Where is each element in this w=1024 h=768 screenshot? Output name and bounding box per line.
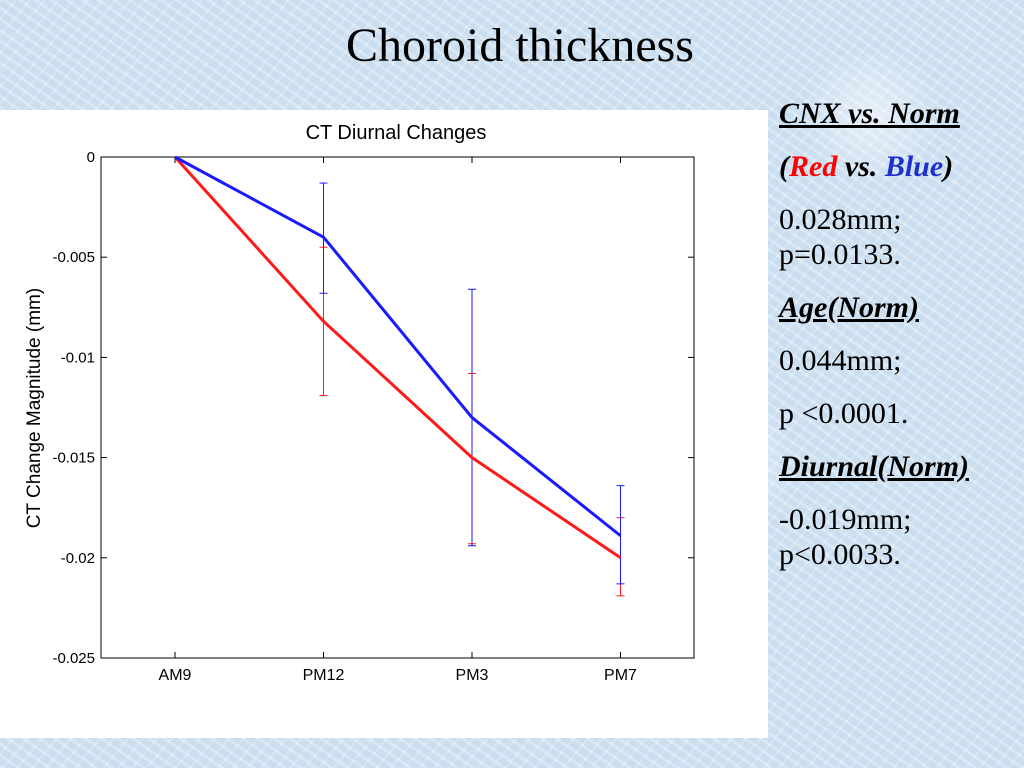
slide-title: Choroid thickness [346, 19, 694, 72]
x-tick-label: PM12 [303, 667, 345, 684]
legend-blue: Blue [884, 150, 944, 183]
diurnal-heading-rest: (Norm) [877, 450, 970, 483]
cnx-p-value: p=0.0133. [779, 238, 901, 271]
ct-diurnal-chart: CT Diurnal Changes CT Change Magnitude (… [24, 122, 695, 684]
diurnal-norm-heading: Diurnal(Norm) [779, 449, 1024, 484]
age-value: 0.044mm; [779, 344, 902, 377]
chart-panel: CT Diurnal Changes CT Change Magnitude (… [0, 110, 768, 738]
x-tick-label: PM7 [604, 667, 637, 684]
series-line-blue [174, 155, 622, 537]
series-line-red [173, 155, 622, 560]
y-tick-label: -0.015 [52, 450, 95, 467]
y-axis-label: CT Change Magnitude (mm) [24, 288, 45, 528]
age-p-value: p <0.0001. [779, 397, 909, 430]
y-tick-label: -0.02 [61, 550, 95, 567]
legend-red: Red [789, 150, 838, 183]
diurnal-heading-italic: Diurnal [779, 450, 878, 483]
x-tick-label: AM9 [159, 667, 192, 684]
x-tick-label: PM3 [456, 667, 489, 684]
diurnal-value: -0.019mm; [779, 503, 912, 536]
y-tick-label: -0.005 [52, 249, 95, 266]
y-tick-label: -0.025 [52, 650, 95, 667]
legend-open-paren: ( [779, 150, 789, 183]
y-tick-label: 0 [87, 149, 95, 166]
age-norm-heading: Age(Norm) [779, 291, 919, 324]
cnx-value: 0.028mm; [779, 203, 902, 236]
y-tick-label: -0.01 [61, 349, 95, 366]
cnx-vs-norm-heading: CNX vs. Norm [779, 97, 960, 130]
legend-close-paren: ) [943, 150, 954, 183]
series-color-legend: (Red vs. Blue) [779, 149, 1024, 184]
chart-title: CT Diurnal Changes [306, 122, 487, 144]
plot-frame [100, 156, 695, 659]
statistics-notes: CNX vs. Norm (Red vs. Blue) 0.028mm; p=0… [779, 96, 1024, 572]
legend-vs: vs. [837, 150, 885, 183]
diurnal-p-value: p<0.0033. [779, 538, 901, 571]
